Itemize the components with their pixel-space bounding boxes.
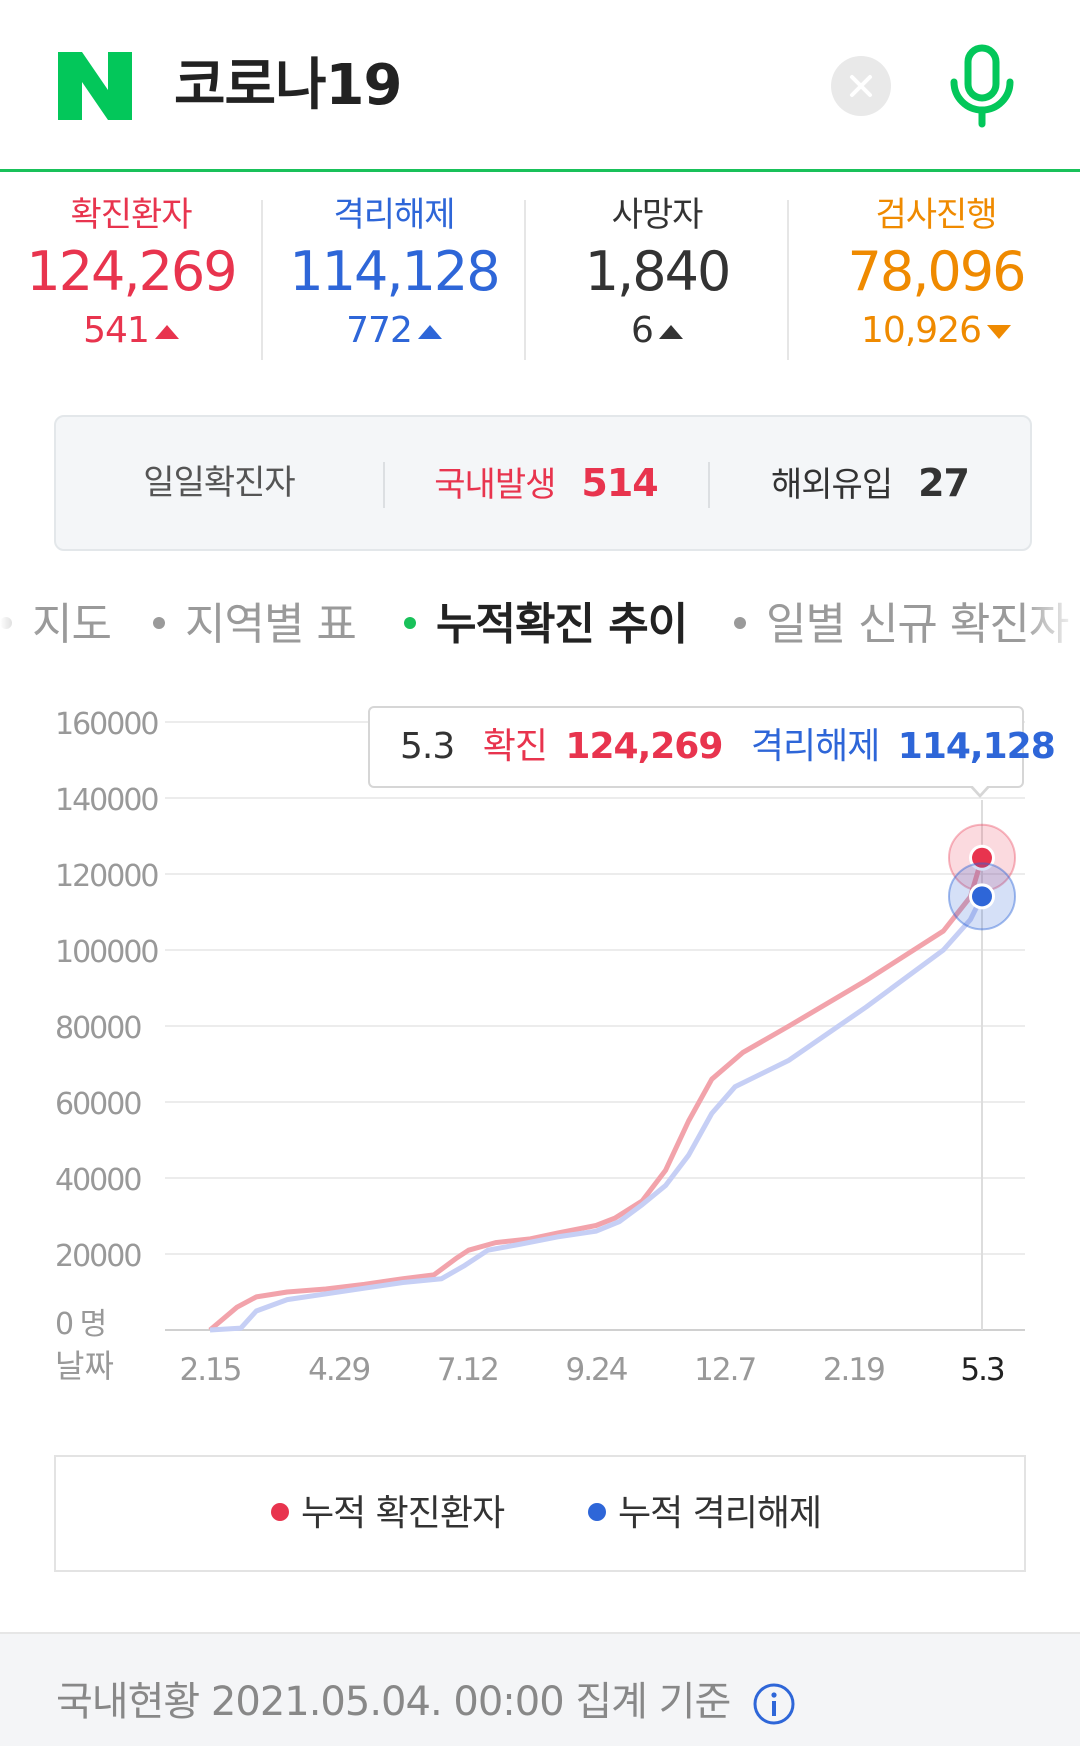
y-tick-label: 40000 [55,1163,141,1198]
domestic-label: 국내발생 [434,465,556,505]
confirmed-line [208,857,985,1332]
released-point [972,886,992,907]
overseas-label: 해외유입 [770,465,893,505]
divider [787,200,789,360]
stat-testing: 검사진행 78,096 10,926 [800,195,1072,365]
stat-value: 124,269 [26,240,237,303]
divider [524,200,526,360]
released-line [209,895,985,1333]
stat-delta: 10,926 [800,309,1072,353]
tooltip-confirmed-label: 확진 [482,726,548,767]
domestic-value: 514 [581,461,658,505]
stat-label: 사망자 [611,195,704,235]
scroll-fade [1020,590,1080,660]
stat-released: 격리해제 114,128 772 [263,195,525,365]
tab-label: 지역별 표 [185,599,357,650]
x-tick-label: 9.24 [565,1352,626,1388]
triangle-up-icon [154,325,179,339]
bullet-icon [404,617,416,629]
tab-label: 지도 [32,599,112,650]
tooltip-released-value: 114,128 [897,726,1056,767]
blue-dot-icon [588,1503,606,1521]
bullet-icon [153,617,165,629]
stat-delta-value: 772 [346,310,413,351]
legend-released[interactable]: 누적 격리해제 [588,1457,822,1570]
stat-label: 확진환자 [70,195,192,235]
stat-confirmed: 확진환자 124,269 541 [0,195,262,365]
x-axis-label: 날짜 [55,1347,114,1385]
tooltip-arrow-inner [971,784,989,794]
search-header: 코로나19 [0,0,1080,172]
chart-tabs: 지도 지역별 표 누적확진 추이 일별 신규 확진자 [0,590,1080,660]
y-tick-label: 140000 [55,783,158,818]
y-tick-label: 60000 [55,1087,141,1122]
search-query[interactable]: 코로나19 [174,53,402,118]
stat-delta-value: 6 [631,310,654,351]
tab-label: 일별 신규 확진자 [766,599,1069,650]
scroll-fade [0,590,40,660]
chart-legend: 누적 확진환자 누적 격리해제 [54,1455,1026,1572]
x-tick-label: 7.12 [437,1352,498,1388]
close-icon [850,75,872,97]
overseas-value: 27 [918,461,970,505]
stat-delta: 6 [526,309,788,353]
y-tick-label: 0 명 [55,1307,105,1342]
cumulative-chart[interactable]: 160000 140000 120000 100000 80000 60000 40000 2… [0,690,1080,1390]
tab-cumulative-trend[interactable]: 누적확진 추이 [404,590,688,660]
footer-status: 국내현황 2021.05.04. 00:00 집계 기준 [0,1632,1080,1746]
stat-value: 78,096 [847,240,1027,303]
stat-delta-value: 10,926 [861,310,982,351]
divider [708,462,710,508]
daily-label: 일일확진자 [143,463,295,503]
stat-deaths: 사망자 1,840 6 [526,195,788,365]
voice-search-button[interactable] [944,44,1020,128]
x-tick-label: 2.15 [179,1352,240,1388]
y-tick-label: 120000 [55,859,158,894]
triangle-up-icon [417,325,442,339]
info-icon[interactable] [752,1682,796,1726]
confirmed-point [972,847,992,868]
x-tick-label: 2.19 [823,1352,884,1388]
bullet-icon [734,617,746,629]
stat-label: 격리해제 [333,195,455,235]
tooltip-date: 5.3 [400,726,455,767]
divider [383,462,385,508]
legend-label: 누적 확진환자 [301,1493,505,1534]
legend-label: 누적 격리해제 [618,1493,822,1534]
red-dot-icon [271,1503,289,1521]
stat-value: 1,840 [584,240,732,303]
tab-daily-new[interactable]: 일별 신규 확진자 [734,590,1069,660]
x-tick-label: 12.7 [694,1352,755,1388]
y-tick-label: 20000 [55,1239,141,1274]
tab-label: 누적확진 추이 [436,599,688,650]
divider [261,200,263,360]
stat-delta: 541 [0,309,262,353]
stats-summary: 확진환자 124,269 541 격리해제 114,128 772 사망자 1,… [0,175,1080,375]
stat-value: 114,128 [289,240,500,303]
stat-delta-value: 541 [83,310,150,351]
y-tick-label: 100000 [55,935,158,970]
triangle-up-icon [658,325,683,339]
stat-label: 검사진행 [875,195,997,235]
tooltip-confirmed-value: 124,269 [565,726,723,767]
aggregation-time: 국내현황 2021.05.04. 00:00 집계 기준 [56,1679,731,1725]
legend-confirmed[interactable]: 누적 확진환자 [271,1457,505,1570]
triangle-down-icon [986,325,1011,339]
stat-delta: 772 [263,309,525,353]
microphone-icon [950,44,1014,128]
x-tick-label: 5.3 [960,1352,1004,1388]
y-tick-label: 160000 [55,707,158,742]
tooltip-released-label: 격리해제 [750,726,880,767]
tab-map[interactable]: 지도 [0,590,112,660]
chart-tooltip: 5.3 확진 124,269 격리해제 114,128 [368,706,1056,788]
x-tick-label: 4.29 [308,1352,369,1388]
clear-button[interactable] [831,56,891,116]
tab-region-table[interactable]: 지역별 표 [153,590,357,660]
chart-svg: 160000 140000 120000 100000 80000 60000 40000 2… [55,707,1025,1388]
naver-logo[interactable] [58,52,132,120]
y-tick-label: 80000 [55,1011,141,1046]
daily-domestic: 국내발생 514 [385,417,707,549]
daily-overseas: 해외유입 27 [710,417,1030,549]
daily-cases-box: 일일확진자 국내발생 514 해외유입 27 [54,415,1032,551]
